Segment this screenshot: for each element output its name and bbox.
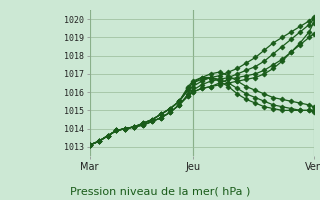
Text: Pression niveau de la mer( hPa ): Pression niveau de la mer( hPa ) [70, 186, 250, 196]
